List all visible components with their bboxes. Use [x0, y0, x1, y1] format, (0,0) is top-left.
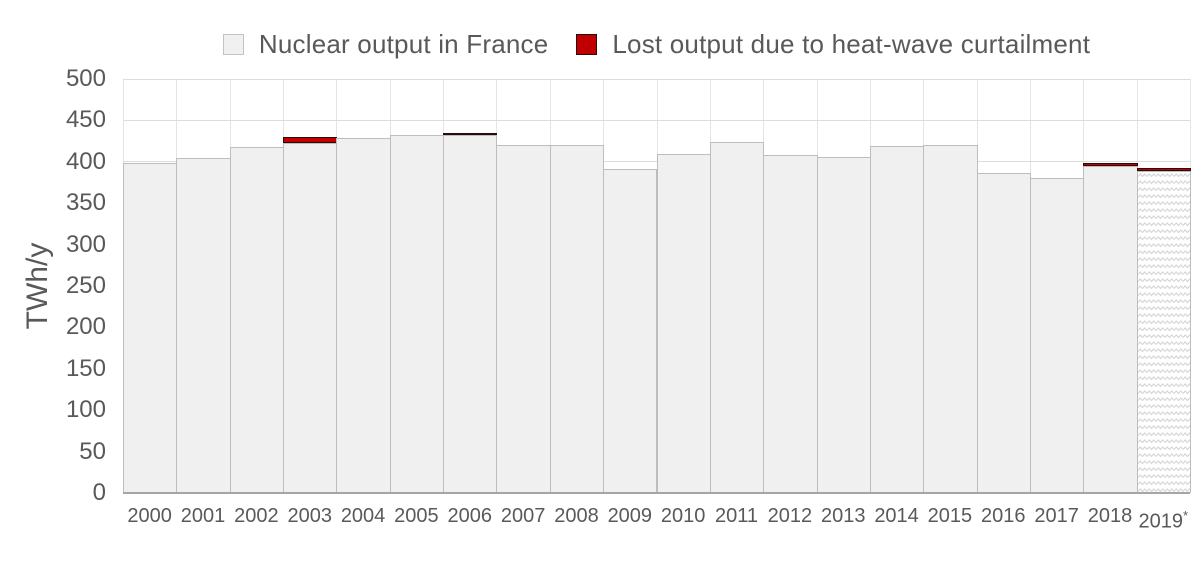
- x-tick-label: 2001: [180, 505, 226, 527]
- bar-2005: [389, 135, 445, 493]
- x-tick-label: 2016: [981, 505, 1026, 527]
- y-tick-label: 250: [65, 272, 106, 299]
- bar-2012: [763, 155, 818, 493]
- y-tick-label: 500: [65, 65, 106, 92]
- y-tick-label: 400: [65, 147, 106, 175]
- bar-2006: [443, 135, 498, 493]
- curtailment-cap-2006: [443, 132, 498, 136]
- x-tick-label: 2005: [394, 505, 439, 527]
- legend-label-nuclear-output: Nuclear output in France: [258, 28, 549, 59]
- x-tick-label: 2000: [127, 505, 172, 527]
- x-tick-label: 2008: [554, 505, 599, 527]
- bar-2010: [656, 153, 711, 493]
- bar-2015: [923, 145, 978, 493]
- nuclear-output-swatch-icon: [222, 33, 244, 55]
- x-tick-label: 2015: [927, 505, 973, 527]
- bar-2007: [496, 145, 551, 493]
- bar-2002: [229, 146, 285, 493]
- bar-2000: [123, 163, 178, 493]
- bar-2017: [1029, 177, 1085, 493]
- legend-item-curtailment: Lost output due to heat-wave curtailment: [576, 29, 1090, 60]
- legend-label-curtailment: Lost output due to heat-wave curtailment: [612, 28, 1091, 59]
- bar-2011: [709, 141, 765, 493]
- x-tick-label: 2009: [607, 505, 653, 527]
- gridline-horizontal: [123, 78, 1190, 80]
- y-tick-label: 450: [65, 106, 106, 134]
- bar-2004: [336, 137, 391, 493]
- bar-2019: [1136, 170, 1191, 493]
- x-tick-label: 2019*: [1138, 508, 1189, 533]
- bar-2014: [869, 146, 925, 493]
- bar-2018: [1083, 165, 1138, 493]
- x-tick-label: 2002: [234, 505, 279, 527]
- y-tick-label: 100: [65, 396, 106, 424]
- bar-2001: [176, 158, 231, 493]
- legend-item-nuclear-output: Nuclear output in France: [222, 28, 549, 60]
- bar-2016: [976, 172, 1031, 493]
- x-tick-label: 2010: [660, 505, 706, 527]
- x-tick-label: 2013: [820, 505, 866, 527]
- x-tick-label: 2012: [767, 505, 813, 527]
- x-tick-label: 2003: [287, 505, 332, 527]
- curtailment-cap-2018: [1083, 162, 1138, 166]
- x-tick-label: 2004: [340, 505, 386, 527]
- bar-2009: [603, 169, 658, 493]
- y-tick-label: 50: [79, 437, 106, 465]
- y-tick-label: 0: [92, 479, 106, 506]
- curtailment-cap-2019: [1136, 167, 1191, 171]
- x-tick-label: 2014: [874, 505, 919, 527]
- gridline-horizontal: [123, 119, 1190, 121]
- x-tick-label: 2007: [500, 505, 546, 527]
- zigzag-hatch-pattern: [1137, 171, 1190, 492]
- curtailment-cap-2003: [283, 136, 338, 143]
- bar-2013: [816, 156, 871, 493]
- chart-legend: Nuclear output in France Lost output due…: [123, 28, 1190, 60]
- x-tick-label: 2018: [1087, 505, 1133, 527]
- curtailment-swatch-icon: [576, 33, 598, 55]
- y-tick-label: 150: [65, 354, 106, 382]
- bar-2003: [283, 142, 338, 493]
- x-axis-line: [123, 492, 1190, 494]
- x-tick-label: 2006: [447, 505, 493, 527]
- x-tick-label: 2017: [1034, 505, 1079, 527]
- y-tick-label: 300: [65, 230, 106, 258]
- y-tick-label: 350: [65, 189, 106, 217]
- bar-2008: [549, 145, 605, 493]
- x-tick-label: 2011: [715, 505, 759, 527]
- y-tick-label: 200: [65, 313, 106, 341]
